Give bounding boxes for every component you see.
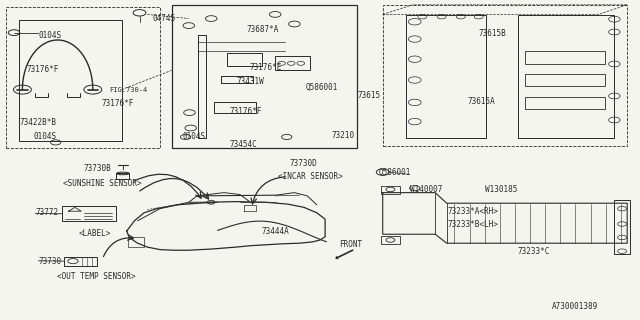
Text: 73176*E: 73176*E — [250, 63, 282, 72]
Bar — [525, 74, 605, 86]
Bar — [525, 51, 605, 64]
Text: A730001389: A730001389 — [552, 302, 598, 311]
Text: FRONT: FRONT — [339, 240, 362, 249]
Text: 73176*F: 73176*F — [101, 100, 134, 108]
Bar — [62, 206, 116, 221]
Text: 0104S: 0104S — [38, 31, 61, 40]
Text: <OUT TEMP SENSOR>: <OUT TEMP SENSOR> — [57, 272, 135, 281]
Text: W140007: W140007 — [410, 185, 442, 194]
Text: 73772: 73772 — [35, 208, 58, 217]
Text: 73615B: 73615B — [479, 29, 506, 38]
Bar — [525, 97, 605, 109]
Text: Q586001: Q586001 — [379, 168, 412, 177]
Text: 0104S: 0104S — [33, 132, 56, 141]
Text: 73730D: 73730D — [289, 159, 317, 168]
Text: 73422B*B: 73422B*B — [19, 118, 56, 127]
Bar — [383, 5, 627, 146]
Bar — [381, 236, 400, 244]
Text: 73687*A: 73687*A — [246, 25, 279, 34]
Text: <INCAR SENSOR>: <INCAR SENSOR> — [278, 172, 343, 181]
Text: 0104S: 0104S — [182, 132, 205, 141]
Text: 73210: 73210 — [332, 131, 355, 140]
Text: <SUNSHINE SENSOR>: <SUNSHINE SENSOR> — [63, 180, 141, 188]
Text: 73730: 73730 — [38, 257, 61, 266]
Bar — [6, 7, 160, 148]
Bar — [275, 56, 310, 70]
Bar — [214, 102, 256, 113]
Text: 73176*F: 73176*F — [27, 65, 60, 74]
Bar — [116, 173, 129, 179]
Text: <LABEL>: <LABEL> — [79, 229, 111, 238]
Bar — [227, 53, 262, 66]
Text: 73176*F: 73176*F — [229, 107, 262, 116]
Text: Q586001: Q586001 — [306, 83, 339, 92]
Text: 73454C: 73454C — [229, 140, 257, 149]
Text: FIG.730-4: FIG.730-4 — [109, 87, 147, 93]
Bar — [128, 237, 144, 247]
Text: 73615: 73615 — [357, 92, 380, 100]
Text: W130185: W130185 — [485, 185, 518, 194]
Text: 73615A: 73615A — [467, 97, 495, 106]
Text: 73730B: 73730B — [83, 164, 111, 173]
Text: 0474S: 0474S — [152, 14, 175, 23]
Bar — [614, 200, 630, 254]
Text: 73233*A<RH>: 73233*A<RH> — [448, 207, 499, 216]
Text: 73444A: 73444A — [261, 227, 289, 236]
Bar — [172, 5, 357, 148]
Bar — [64, 257, 97, 266]
Text: 73431W: 73431W — [237, 77, 264, 86]
Bar — [19, 20, 122, 141]
Text: 73233*C: 73233*C — [517, 247, 550, 256]
Bar — [381, 186, 400, 194]
Text: 73233*B<LH>: 73233*B<LH> — [448, 220, 499, 229]
